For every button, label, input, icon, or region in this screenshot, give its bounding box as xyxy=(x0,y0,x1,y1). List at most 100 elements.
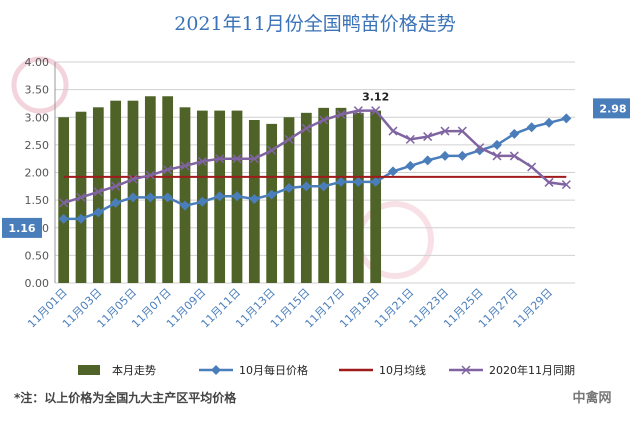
marker xyxy=(215,154,225,164)
marker xyxy=(457,126,467,136)
marker xyxy=(266,189,277,200)
marker xyxy=(492,151,502,161)
legend-label: 2020年11月同期 xyxy=(489,363,575,377)
legend-label: 本月走势 xyxy=(112,363,156,377)
marker xyxy=(301,123,311,133)
bar xyxy=(335,107,347,283)
bar xyxy=(144,96,156,283)
marker xyxy=(526,122,537,133)
marker xyxy=(267,145,277,155)
legend-label: 10月每日价格 xyxy=(239,363,308,377)
y-tick-label: 0.00 xyxy=(25,277,50,290)
marker xyxy=(197,156,207,166)
chart-title: 2021年11月份全国鸭苗价格走势 xyxy=(174,13,456,35)
marker xyxy=(475,143,485,153)
bar xyxy=(179,107,191,284)
y-tick-label: 1.50 xyxy=(25,194,50,207)
marker xyxy=(336,109,346,120)
legend-marker xyxy=(211,365,221,375)
y-tick-label: 2.50 xyxy=(25,139,50,152)
marker xyxy=(388,166,398,177)
data-label-box xyxy=(2,217,42,238)
y-tick-label: 0.50 xyxy=(25,249,50,262)
marker xyxy=(249,194,260,205)
data-label-box xyxy=(593,98,630,119)
footnote: *注：以上价格为全国九大主产区平均价格 xyxy=(14,390,237,405)
marker xyxy=(423,132,433,142)
marker xyxy=(145,170,155,180)
marker xyxy=(388,126,398,136)
marker xyxy=(405,160,416,171)
marker xyxy=(492,139,502,150)
y-tick-label: 3.00 xyxy=(25,111,50,124)
marker xyxy=(301,181,312,192)
y-tick-label: 3.50 xyxy=(25,84,50,97)
marker xyxy=(58,213,69,224)
marker xyxy=(544,177,554,187)
marker xyxy=(145,192,156,203)
marker xyxy=(440,150,450,161)
data-label: 3.12 xyxy=(362,91,389,104)
marker xyxy=(318,181,329,192)
data-label: 1.16 xyxy=(8,222,35,235)
legend-swatch xyxy=(78,365,100,375)
marker xyxy=(440,126,450,136)
marker xyxy=(76,192,86,202)
marker xyxy=(232,154,242,164)
marker xyxy=(405,134,415,144)
data-label: 2.98 xyxy=(599,102,626,115)
bar xyxy=(266,123,278,283)
marker xyxy=(110,197,121,208)
watermark xyxy=(11,56,69,114)
marker xyxy=(371,106,381,116)
marker xyxy=(249,154,259,164)
legend-marker xyxy=(461,365,471,375)
marker xyxy=(284,182,294,193)
bar xyxy=(318,107,330,283)
marker xyxy=(336,176,346,187)
bar xyxy=(58,117,70,283)
marker xyxy=(544,117,554,128)
marker xyxy=(162,192,173,203)
marker xyxy=(111,181,121,191)
marker xyxy=(353,176,364,187)
marker xyxy=(319,115,329,125)
marker xyxy=(370,176,381,187)
marker xyxy=(457,150,468,161)
bar xyxy=(162,96,174,283)
marker xyxy=(232,191,242,202)
bar xyxy=(370,110,382,284)
marker xyxy=(59,198,69,208)
marker xyxy=(561,180,571,190)
marker xyxy=(527,162,537,172)
bar xyxy=(352,112,364,283)
marker xyxy=(93,187,103,197)
marker xyxy=(180,200,190,211)
line xyxy=(63,109,567,205)
marker xyxy=(128,192,138,203)
marker xyxy=(509,151,519,161)
bar xyxy=(300,112,312,283)
brand: 中禽网 xyxy=(572,390,611,406)
marker xyxy=(214,191,225,202)
legend-label: 10月均线 xyxy=(379,363,426,377)
marker xyxy=(561,113,572,124)
bar xyxy=(92,107,104,284)
marker xyxy=(509,128,520,139)
marker xyxy=(76,213,86,224)
bar xyxy=(127,100,139,283)
marker xyxy=(353,106,363,116)
marker xyxy=(163,165,173,175)
y-tick-label: 2.00 xyxy=(25,167,50,180)
marker xyxy=(180,161,190,171)
y-tick-label: 4.00 xyxy=(25,56,50,69)
marker xyxy=(422,155,433,166)
bar xyxy=(283,117,295,283)
bar xyxy=(110,100,122,283)
marker xyxy=(128,174,138,184)
marker xyxy=(93,207,104,218)
marker xyxy=(197,196,208,207)
marker xyxy=(284,134,294,144)
